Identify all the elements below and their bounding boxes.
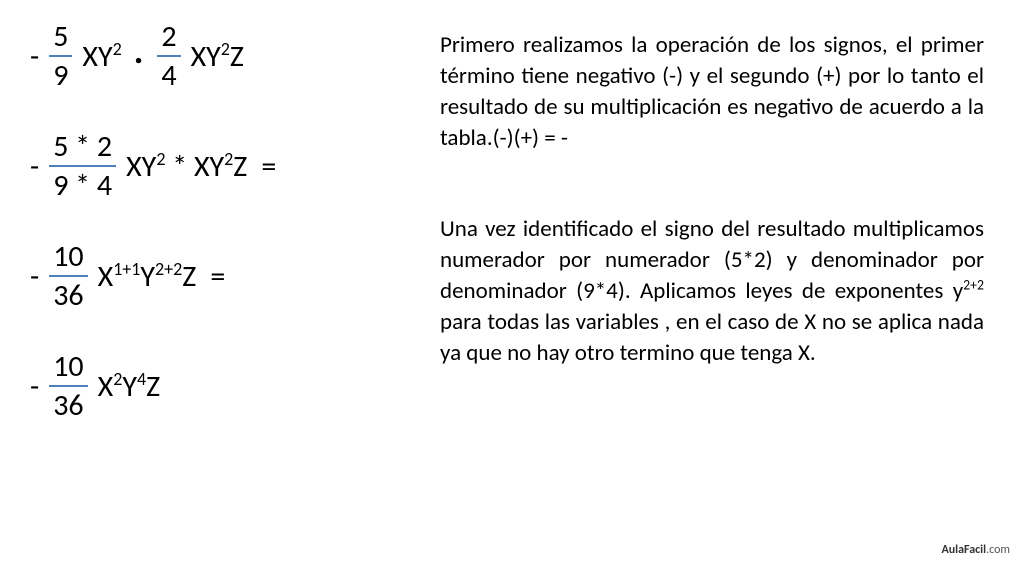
paragraph-1: Primero realizamos la operación de los s… [440,30,984,154]
minus-sign: - [30,368,39,405]
numerator: 5 [49,20,72,57]
paragraph-2-part-a: Una vez identificado el signo del result… [440,215,984,305]
fraction-5x2-9x4: 5 * 2 9 * 4 [49,130,116,202]
denominator: 9 [49,57,72,92]
term-xy2: XY2 [82,38,121,75]
numerator: 5 * 2 [49,130,116,167]
page: - 5 9 XY2 . 2 4 XY2Z - 5 * 2 9 * 4 [0,0,1024,565]
fraction-10-36: 10 36 [49,350,87,422]
denominator: 4 [157,57,180,92]
term-exponent-sum: X1+1Y2+2Z [98,258,197,295]
expression-row-2: - 5 * 2 9 * 4 XY2 * XY2Z = [30,130,420,202]
watermark-rest: .com [986,543,1010,557]
watermark-bold: AulaFacil [941,543,986,557]
minus-sign: - [30,258,39,295]
equals-sign: = [261,148,276,185]
term-product: XY2 * XY2Z [126,148,247,185]
watermark: AulaFacil.com [941,543,1010,557]
numerator: 10 [49,350,87,387]
numerator: 10 [49,240,87,277]
equals-sign: = [210,258,225,295]
denominator: 36 [49,387,87,422]
term-xy2z: XY2Z [191,38,244,75]
math-column: - 5 9 XY2 . 2 4 XY2Z - 5 * 2 9 * 4 [0,0,430,565]
multiplication-dot: . [134,29,144,73]
denominator: 9 * 4 [49,167,116,202]
paragraph-2: Una vez identificado el signo del result… [440,214,984,369]
fraction-10-36: 10 36 [49,240,87,312]
paragraph-2-part-b: para todas las variables , en el caso de… [440,308,984,367]
denominator: 36 [49,277,87,312]
explanation-column: Primero realizamos la operación de los s… [430,0,1024,565]
fraction-2-4: 2 4 [157,20,180,92]
expression-row-4: - 10 36 X2Y4Z [30,350,420,422]
fraction-5-9: 5 9 [49,20,72,92]
paragraph-2-exponent: 2+2 [963,277,984,294]
expression-row-1: - 5 9 XY2 . 2 4 XY2Z [30,20,420,92]
term-final: X2Y4Z [98,368,161,405]
minus-sign: - [30,38,39,75]
expression-row-3: - 10 36 X1+1Y2+2Z = [30,240,420,312]
numerator: 2 [157,20,180,57]
minus-sign: - [30,148,39,185]
